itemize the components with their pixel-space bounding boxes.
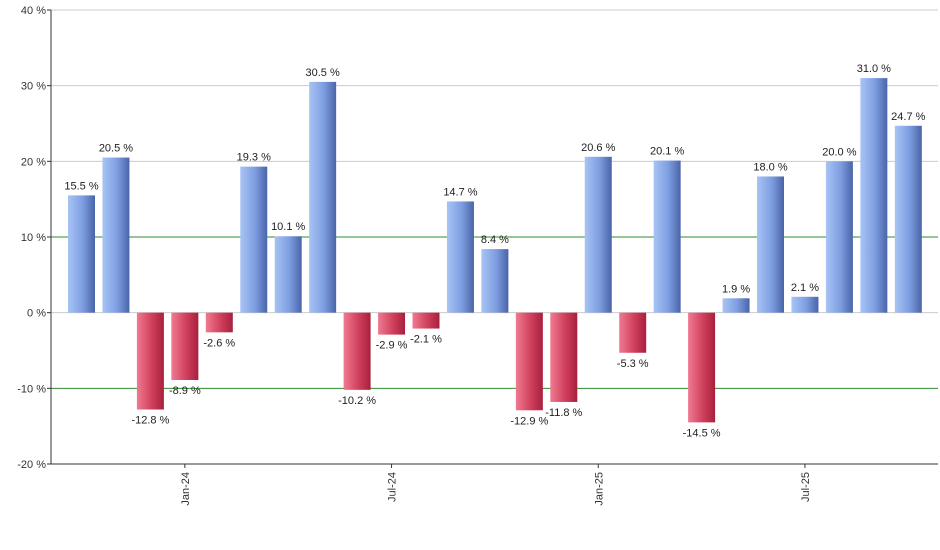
bars: [68, 78, 922, 423]
data-label-Mar-25: 20.1 %: [650, 146, 684, 158]
y-tick-label: -20 %: [17, 459, 46, 471]
x-tick-label-Jul-25: Jul-25: [800, 472, 812, 502]
data-label-Jun-24: -10.2 %: [338, 395, 376, 407]
data-label-Jun-25: 18.0 %: [753, 161, 787, 173]
data-label-Nov-23: 20.5 %: [99, 143, 133, 155]
bar-Oct-24: [481, 249, 509, 313]
bar-Jan-25: [584, 156, 612, 313]
x-tick-label-Jan-24: Jan-24: [180, 472, 192, 506]
data-label-Oct-25: 24.7 %: [891, 111, 925, 123]
data-labels: 15.5 % 20.5 % -12.8 % -8.9 % -2.6 % 19.3 % 10.…: [64, 63, 925, 439]
bar-Mar-24: [240, 166, 268, 313]
bar-Jun-25: [757, 176, 784, 313]
data-label-May-24: 30.5 %: [306, 67, 340, 79]
y-tick-label: 30 %: [21, 81, 46, 93]
bar-Dec-24: [550, 312, 578, 402]
data-label-Feb-24: -2.6 %: [203, 337, 235, 349]
bar-Jul-24: [378, 312, 406, 335]
bar-Jan-24: [171, 312, 199, 381]
y-tick-label: -10 %: [17, 383, 46, 395]
bar-Apr-24: [274, 236, 302, 313]
bar-May-25: [722, 298, 750, 313]
y-tick-label: 0 %: [27, 308, 46, 320]
data-label-Jul-25: 2.1 %: [791, 282, 819, 294]
bar-Dec-23: [136, 312, 164, 410]
data-label-Dec-24: -11.8 %: [545, 407, 582, 419]
data-label-Oct-24: 8.4 %: [481, 234, 509, 246]
bar-Oct-25: [894, 125, 922, 313]
bar-Jun-24: [343, 312, 371, 390]
data-label-Sep-24: 14.7 %: [443, 186, 477, 198]
bar-May-24: [309, 81, 337, 313]
data-label-Oct-23: 15.5 %: [64, 180, 98, 192]
bar-Feb-25: [619, 312, 647, 353]
y-tick-label: 20 %: [21, 156, 46, 168]
bar-Aug-24: [412, 312, 440, 329]
bar-Oct-23: [68, 195, 95, 313]
data-label-Mar-24: 19.3 %: [237, 152, 271, 164]
x-tick-label-Jul-24: Jul-24: [387, 472, 399, 502]
data-label-Jan-25: 20.6 %: [581, 142, 615, 154]
data-label-May-25: 1.9 %: [722, 283, 750, 295]
data-label-Jul-24: -2.9 %: [376, 340, 408, 352]
axes: -20 % -10 % 0 % 10 % 20 % 30 % 40 % Jan-24 Jul-2…: [17, 5, 938, 506]
bar-Jul-25: [791, 296, 819, 313]
data-label-Apr-25: -14.5 %: [683, 427, 721, 439]
y-tick-label: 10 %: [21, 232, 46, 244]
data-label-Apr-24: 10.1 %: [271, 221, 305, 233]
data-label-Nov-24: -12.9 %: [510, 415, 548, 427]
bar-Aug-25: [825, 161, 853, 313]
data-label-Aug-25: 20.0 %: [822, 146, 856, 158]
data-label-Aug-24: -2.1 %: [410, 334, 442, 346]
data-label-Feb-25: -5.3 %: [617, 358, 649, 370]
bar-Sep-24: [446, 201, 474, 313]
bar-Feb-24: [205, 312, 233, 333]
bar-Sep-25: [860, 78, 888, 313]
data-label-Dec-23: -12.8 %: [131, 415, 169, 427]
data-label-Jan-24: -8.9 %: [169, 385, 201, 397]
bar-Nov-23: [102, 157, 130, 313]
bar-Mar-25: [653, 160, 681, 313]
bar-Apr-25: [688, 312, 716, 423]
y-tick-label: 40 %: [21, 5, 46, 17]
x-tick-label-Jan-25: Jan-25: [593, 472, 605, 506]
data-label-Sep-25: 31.0 %: [857, 63, 891, 75]
bar-Nov-24: [515, 312, 543, 411]
